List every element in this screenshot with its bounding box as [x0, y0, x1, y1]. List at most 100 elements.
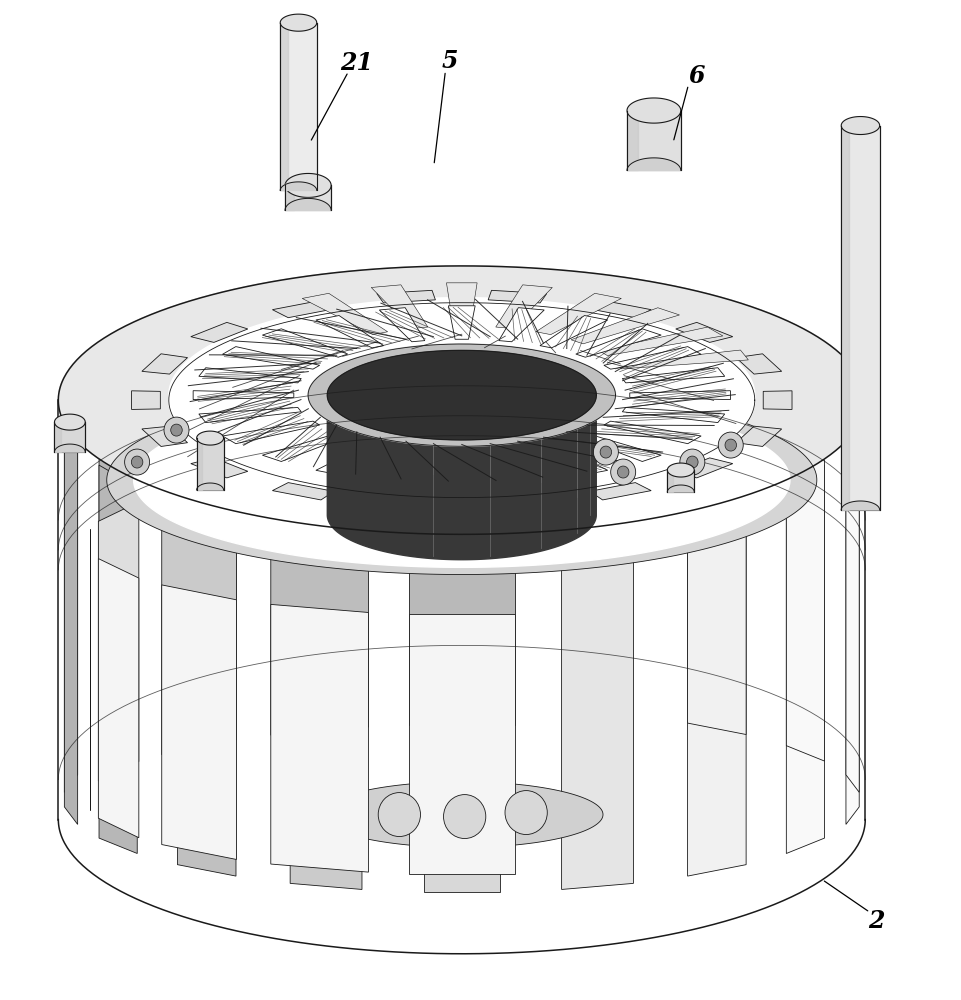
Polygon shape [495, 285, 552, 329]
Polygon shape [222, 347, 319, 369]
Circle shape [610, 459, 635, 485]
Polygon shape [98, 559, 138, 838]
Polygon shape [196, 431, 223, 445]
Circle shape [125, 449, 149, 475]
Polygon shape [199, 368, 301, 383]
Polygon shape [576, 433, 660, 461]
Polygon shape [627, 98, 680, 123]
Polygon shape [302, 293, 387, 335]
Polygon shape [762, 391, 791, 409]
Polygon shape [272, 483, 333, 500]
Polygon shape [327, 350, 596, 440]
Polygon shape [735, 426, 781, 446]
Polygon shape [667, 485, 694, 492]
Polygon shape [196, 438, 202, 490]
Polygon shape [487, 290, 546, 303]
Circle shape [593, 439, 618, 465]
Polygon shape [190, 458, 248, 478]
Polygon shape [840, 117, 878, 135]
Polygon shape [55, 414, 86, 430]
Polygon shape [687, 301, 746, 735]
Polygon shape [168, 298, 754, 493]
Text: 6: 6 [687, 64, 703, 88]
Polygon shape [408, 466, 514, 725]
Polygon shape [840, 501, 878, 510]
Polygon shape [377, 290, 435, 303]
Polygon shape [272, 300, 333, 318]
Polygon shape [561, 530, 632, 889]
Polygon shape [571, 308, 678, 344]
Circle shape [132, 456, 143, 468]
Polygon shape [598, 327, 722, 356]
Polygon shape [99, 465, 137, 853]
Polygon shape [667, 463, 694, 477]
Polygon shape [134, 393, 789, 567]
Polygon shape [98, 502, 138, 781]
Polygon shape [622, 407, 724, 423]
Polygon shape [99, 333, 137, 761]
Circle shape [378, 793, 420, 837]
Polygon shape [222, 421, 319, 444]
Polygon shape [320, 782, 603, 847]
Polygon shape [675, 322, 732, 342]
Polygon shape [55, 422, 61, 452]
Polygon shape [446, 283, 477, 326]
Text: 21: 21 [339, 51, 372, 75]
Polygon shape [190, 322, 248, 342]
Polygon shape [59, 266, 864, 534]
Polygon shape [59, 266, 864, 954]
Circle shape [679, 449, 704, 475]
Polygon shape [616, 350, 748, 369]
Polygon shape [487, 497, 546, 510]
Polygon shape [576, 329, 660, 357]
Polygon shape [687, 503, 746, 876]
Polygon shape [667, 470, 694, 492]
Polygon shape [280, 23, 287, 190]
Polygon shape [379, 308, 425, 342]
Text: 2: 2 [868, 909, 884, 933]
Polygon shape [371, 285, 428, 329]
Polygon shape [270, 467, 368, 735]
Text: 5: 5 [441, 49, 458, 73]
Polygon shape [539, 442, 607, 475]
Polygon shape [308, 344, 615, 446]
Polygon shape [284, 185, 294, 210]
Polygon shape [448, 451, 475, 485]
Polygon shape [604, 347, 701, 369]
Polygon shape [785, 465, 824, 853]
Polygon shape [193, 391, 293, 400]
Polygon shape [270, 604, 368, 872]
Polygon shape [379, 449, 425, 483]
Polygon shape [142, 354, 187, 374]
Polygon shape [284, 198, 331, 210]
Polygon shape [589, 300, 651, 318]
Polygon shape [168, 303, 754, 498]
Polygon shape [499, 308, 544, 342]
Polygon shape [64, 421, 78, 824]
Polygon shape [284, 185, 331, 210]
Polygon shape [161, 585, 236, 859]
Circle shape [718, 432, 743, 458]
Polygon shape [59, 266, 864, 534]
Polygon shape [55, 444, 86, 452]
Polygon shape [627, 111, 637, 170]
Polygon shape [845, 375, 858, 792]
Polygon shape [423, 542, 500, 892]
Polygon shape [142, 426, 187, 446]
Circle shape [617, 466, 628, 478]
Polygon shape [627, 158, 680, 170]
Circle shape [725, 439, 736, 451]
Polygon shape [196, 483, 223, 490]
Circle shape [163, 417, 188, 443]
Circle shape [170, 424, 182, 436]
Polygon shape [675, 458, 732, 478]
Polygon shape [667, 470, 672, 492]
Polygon shape [315, 442, 383, 475]
Polygon shape [539, 316, 607, 348]
Polygon shape [280, 23, 316, 190]
Polygon shape [199, 407, 301, 423]
Polygon shape [735, 354, 781, 374]
Polygon shape [177, 301, 235, 735]
Polygon shape [280, 182, 316, 190]
Polygon shape [377, 497, 435, 510]
